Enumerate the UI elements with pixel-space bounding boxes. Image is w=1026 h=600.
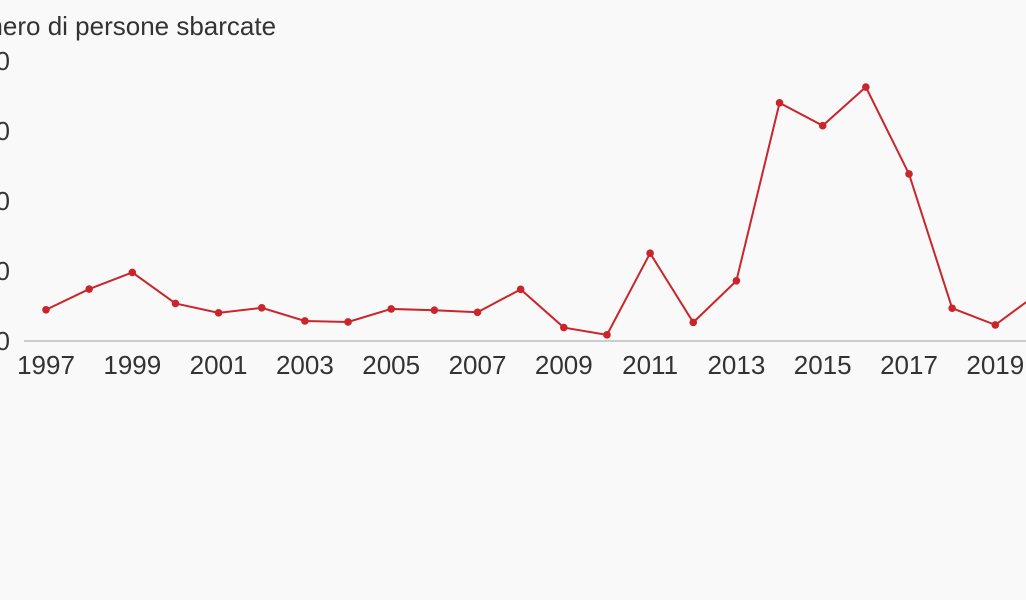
data-point — [42, 305, 50, 314]
data-point — [473, 308, 482, 317]
y-axis-ticks: 0 50000 100000 150000 200000 — [0, 46, 10, 356]
x-tick-label: 2011 — [622, 350, 678, 380]
x-tick-label: 2019 — [966, 350, 1024, 380]
x-tick-label: 2001 — [190, 350, 248, 380]
x-tick-label: 2003 — [276, 350, 334, 380]
data-point — [516, 285, 525, 294]
data-point — [257, 304, 266, 312]
data-point — [214, 309, 223, 317]
data-point — [560, 323, 568, 332]
data-point — [862, 83, 870, 91]
data-point — [387, 305, 396, 313]
data-point — [732, 277, 741, 285]
y-tick-label: 100000 — [0, 186, 10, 216]
data-point — [991, 321, 1000, 329]
data-point — [128, 268, 137, 277]
series-group — [42, 83, 1026, 339]
data-point — [948, 304, 956, 313]
x-tick-label: 2005 — [362, 350, 420, 380]
x-tick-label: 2013 — [707, 350, 765, 380]
y-tick-label: 0 — [0, 326, 10, 356]
series-line — [45, 85, 1026, 336]
data-point — [905, 170, 913, 178]
data-point — [85, 285, 93, 293]
y-tick-label: 50000 — [0, 256, 10, 286]
x-tick-label: 2015 — [794, 350, 852, 380]
x-tick-label: 1999 — [103, 350, 161, 380]
data-point — [344, 318, 352, 326]
data-point — [171, 299, 180, 308]
data-point — [689, 318, 698, 327]
data-point — [775, 99, 784, 107]
data-point — [430, 306, 439, 315]
x-axis-ticks: 1997 1999 2001 2003 2005 2007 2009 2011 2013 2015… — [17, 350, 1024, 380]
data-point — [646, 249, 654, 258]
data-point — [301, 317, 309, 325]
x-tick-label: 2007 — [449, 350, 507, 380]
x-tick-label: 2017 — [880, 350, 938, 380]
x-tick-label: 2009 — [535, 350, 593, 380]
data-point — [818, 121, 827, 130]
y-axis-label: Numero di persone sbarcate — [0, 11, 276, 41]
x-tick-label: 1997 — [17, 350, 75, 380]
y-tick-label: 200000 — [0, 46, 10, 76]
data-point — [603, 331, 611, 339]
y-tick-label: 150000 — [0, 116, 10, 146]
